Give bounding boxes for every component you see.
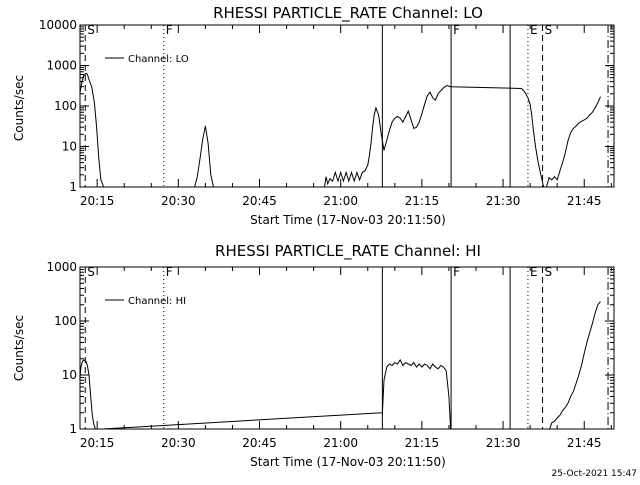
bottom-x-tick-label: 20:30 bbox=[161, 436, 196, 450]
bottom-event-marker-label: S bbox=[545, 265, 553, 279]
bottom-series-line bbox=[79, 301, 601, 430]
top-y-tick-label: 1 bbox=[69, 180, 77, 194]
bottom-event-marker-label: S bbox=[87, 265, 95, 279]
bottom-chart-title: RHESSI PARTICLE_RATE Channel: HI bbox=[215, 242, 481, 261]
bottom-x-tick-label: 21:45 bbox=[567, 436, 602, 450]
bottom-x-tick-label: 21:30 bbox=[486, 436, 521, 450]
bottom-y-axis-label: Counts/sec bbox=[12, 315, 26, 381]
top-y-tick-label: 10 bbox=[62, 140, 77, 154]
timestamp: 25-Oct-2021 15:47 bbox=[552, 469, 637, 479]
top-event-marker-label: S bbox=[87, 23, 95, 37]
bottom-x-tick-label: 21:00 bbox=[323, 436, 358, 450]
bottom-plot-frame bbox=[79, 266, 615, 430]
top-x-tick-label: 21:15 bbox=[405, 194, 440, 208]
top-event-marker-label: F bbox=[453, 23, 460, 37]
top-plot-frame bbox=[79, 24, 615, 188]
bottom-x-tick-label: 20:45 bbox=[242, 436, 277, 450]
bottom-y-tick-label: 100 bbox=[54, 314, 77, 328]
top-event-marker-label: E bbox=[530, 23, 538, 37]
top-x-tick-label: 21:00 bbox=[323, 194, 358, 208]
top-x-tick-label: 20:45 bbox=[242, 194, 277, 208]
top-y-tick-label: 100 bbox=[54, 99, 77, 113]
top-x-tick-label: 20:15 bbox=[80, 194, 115, 208]
bottom-event-marker-label: F bbox=[166, 265, 173, 279]
top-x-axis-label: Start Time (17-Nov-03 20:11:50) bbox=[250, 213, 446, 227]
bottom-event-marker-label: F bbox=[453, 265, 460, 279]
top-chart-title: RHESSI PARTICLE_RATE Channel: LO bbox=[213, 4, 483, 23]
top-x-tick-label: 20:30 bbox=[161, 194, 196, 208]
top-legend-label: Channel: LO bbox=[128, 54, 189, 65]
bottom-x-tick-label: 20:15 bbox=[80, 436, 115, 450]
bottom-y-tick-label: 1000 bbox=[46, 260, 77, 274]
top-event-marker-label: F bbox=[166, 23, 173, 37]
bottom-x-axis-label: Start Time (17-Nov-03 20:11:50) bbox=[250, 455, 446, 469]
bottom-event-marker-label: E bbox=[530, 265, 538, 279]
top-series-line bbox=[79, 72, 601, 188]
bottom-y-tick-label: 1 bbox=[69, 422, 77, 436]
bottom-legend-label: Channel: HI bbox=[128, 296, 186, 307]
top-event-marker-label: S bbox=[545, 23, 553, 37]
top-y-tick-label: 10000 bbox=[39, 18, 77, 32]
top-y-axis-label: Counts/sec bbox=[12, 75, 26, 141]
bottom-x-tick-label: 21:15 bbox=[405, 436, 440, 450]
top-x-tick-label: 21:30 bbox=[486, 194, 521, 208]
bottom-y-tick-label: 10 bbox=[62, 368, 77, 382]
top-y-tick-label: 1000 bbox=[46, 59, 77, 73]
top-x-tick-label: 21:45 bbox=[567, 194, 602, 208]
